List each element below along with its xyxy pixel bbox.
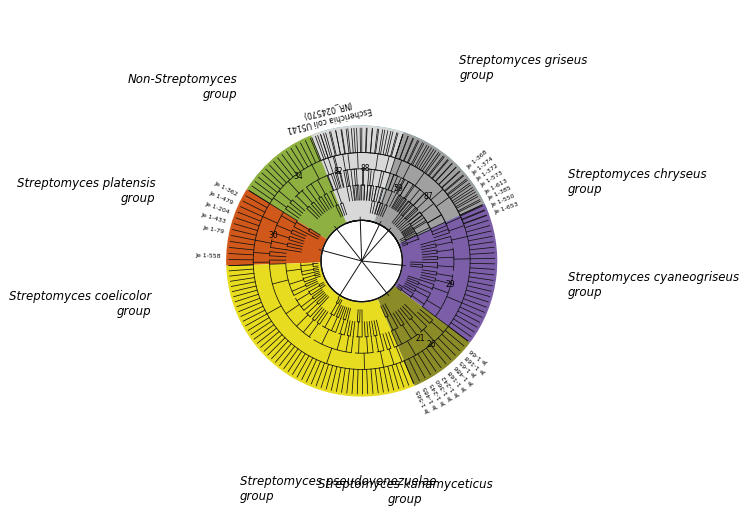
Text: Je 1-486: Je 1-486 (454, 364, 475, 386)
Text: Je 1-485: Je 1-485 (423, 385, 440, 411)
Text: Streptomyces chryseus
group: Streptomyces chryseus group (568, 169, 706, 196)
Wedge shape (226, 263, 415, 397)
Text: Je 1-204: Je 1-204 (204, 201, 230, 215)
Text: 87: 87 (423, 193, 433, 201)
Wedge shape (320, 125, 489, 247)
Text: 59: 59 (394, 184, 404, 193)
Text: Je 1-565: Je 1-565 (416, 389, 431, 414)
Wedge shape (246, 132, 349, 240)
Text: Je 1-385: Je 1-385 (488, 186, 512, 201)
Text: Je 1-374: Je 1-374 (471, 156, 495, 176)
Text: Streptomyces kanamyceticus
group: Streptomyces kanamyceticus group (318, 478, 492, 506)
Circle shape (321, 220, 402, 302)
Text: Je 1-168: Je 1-168 (465, 353, 487, 374)
Text: Streptomyces platensis
group: Streptomyces platensis group (17, 176, 156, 205)
Text: Je 1-433: Je 1-433 (201, 212, 227, 224)
Text: Je 1-168: Je 1-168 (449, 369, 468, 392)
Text: Je 1-613: Je 1-613 (484, 178, 509, 195)
Wedge shape (226, 189, 327, 266)
Text: Streptomyces griseus
group: Streptomyces griseus group (459, 54, 588, 82)
Text: Streptomyces coelicolor
group: Streptomyces coelicolor group (9, 290, 151, 318)
Text: Je 1-653: Je 1-653 (494, 201, 519, 215)
Text: 88: 88 (360, 164, 370, 173)
Text: Je 1-66: Je 1-66 (470, 348, 490, 365)
Text: Je 1-245: Je 1-245 (430, 382, 447, 407)
Text: Je 1-362: Je 1-362 (213, 181, 238, 197)
Text: Streptomyces cyaneogriseus
group: Streptomyces cyaneogriseus group (568, 271, 739, 300)
Text: Streptomyces pseudovenezuelae
group: Streptomyces pseudovenezuelae group (240, 475, 436, 503)
Text: Je 1-550: Je 1-550 (491, 194, 516, 208)
Text: Je 1-372: Je 1-372 (476, 163, 500, 182)
Text: 34: 34 (293, 172, 303, 181)
Text: Je 1-360: Je 1-360 (437, 378, 455, 402)
Text: Je 1-65: Je 1-65 (460, 359, 479, 378)
Text: Je 1-479: Je 1-479 (208, 191, 234, 206)
Text: Escherichia coli U5141
(NR_024570): Escherichia coli U5141 (NR_024570) (284, 96, 372, 134)
Text: Je 1-558: Je 1-558 (195, 253, 221, 258)
Wedge shape (311, 125, 404, 223)
Text: Non-Streptomyces
group: Non-Streptomyces group (127, 74, 237, 101)
Wedge shape (377, 286, 470, 386)
Text: Je 1-79: Je 1-79 (202, 224, 224, 234)
Text: Je 1-368: Je 1-368 (467, 150, 489, 170)
Wedge shape (394, 204, 497, 342)
Text: Je 1-242: Je 1-242 (443, 374, 462, 397)
Text: 30: 30 (268, 231, 278, 240)
Wedge shape (374, 132, 485, 244)
Text: 82: 82 (333, 168, 342, 176)
Text: 26: 26 (427, 340, 436, 349)
Text: Je 1-573: Je 1-573 (480, 171, 504, 188)
Text: 29: 29 (446, 280, 455, 289)
Text: 21: 21 (416, 335, 425, 343)
